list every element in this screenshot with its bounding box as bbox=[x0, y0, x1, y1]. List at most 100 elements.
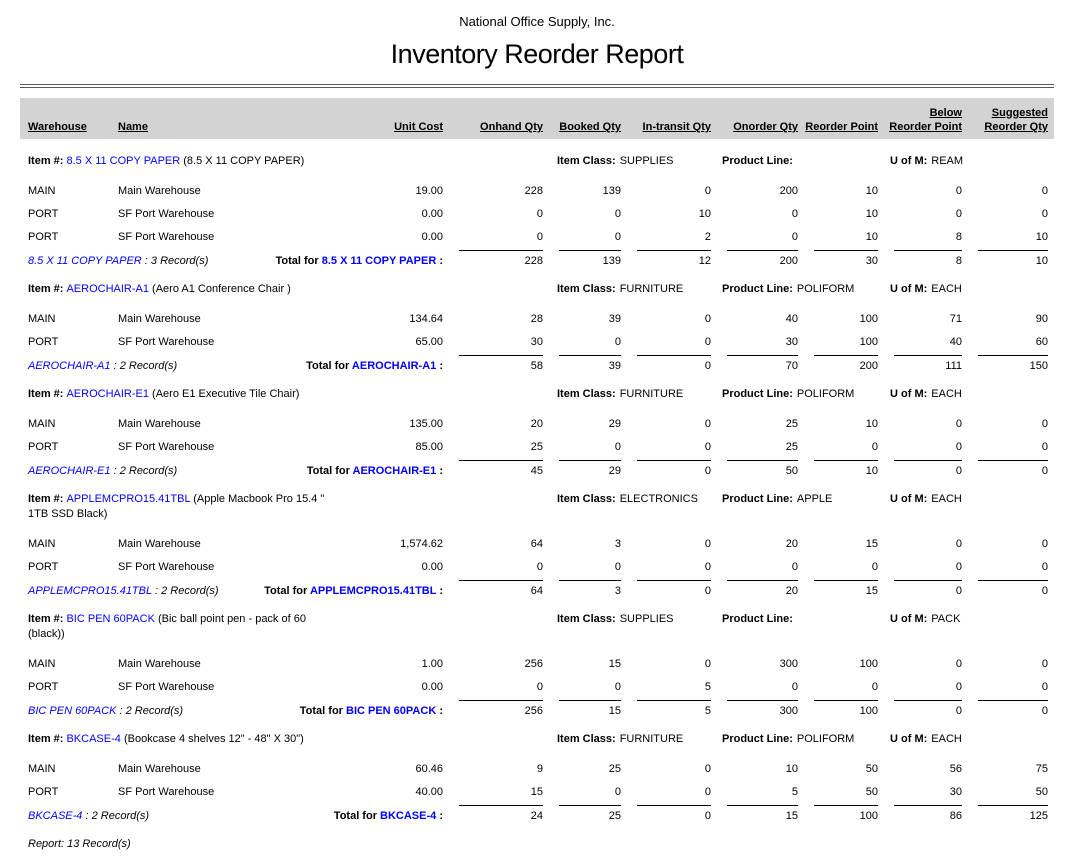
intransit-qty-cell: 0 bbox=[704, 418, 711, 430]
col-header-name: Name bbox=[118, 121, 148, 133]
item-code-link[interactable]: AEROCHAIR-A1 bbox=[351, 360, 437, 372]
total-onorder-cell: 20 bbox=[727, 580, 798, 597]
warehouse-cell: MAIN bbox=[28, 418, 56, 430]
product-line-label: Product Line: bbox=[722, 388, 793, 400]
item-code-link[interactable]: AEROCHAIR-A1 bbox=[28, 360, 111, 372]
item-description: (Aero A1 Conference Chair ) bbox=[149, 283, 291, 295]
product-line-field: Product Line: POLIFORM bbox=[722, 387, 890, 402]
total-suggested-cell: 0 bbox=[978, 700, 1048, 717]
item-group: Item #: APPLEMCPRO15.41TBL (Apple Macbook… bbox=[0, 492, 1074, 597]
group-total-labels: APPLEMCPRO15.41TBL : 2 Record(s) Total f… bbox=[28, 580, 443, 597]
product-line-value: POLIFORM bbox=[796, 733, 855, 745]
booked-qty-cell: 0 bbox=[614, 786, 621, 798]
suggested-reorder-cell: 0 bbox=[1041, 441, 1048, 453]
total-for-suffix: : bbox=[436, 465, 443, 477]
booked-qty-cell: 29 bbox=[608, 418, 621, 430]
item-code-link[interactable]: BKCASE-4 bbox=[28, 810, 83, 822]
uom-field: U of M: PACK bbox=[890, 612, 1054, 642]
total-for-label: Total for BIC PEN 60PACK : bbox=[300, 705, 443, 717]
unit-cost-cell: 134.64 bbox=[409, 313, 443, 325]
item-code-link[interactable]: BIC PEN 60PACK bbox=[346, 705, 437, 717]
item-group-header: Item #: AEROCHAIR-E1 (Aero E1 Executive T… bbox=[20, 387, 1054, 402]
onorder-qty-cell: 0 bbox=[791, 231, 798, 243]
total-onhand-cell: 228 bbox=[459, 250, 543, 267]
item-code-link[interactable]: BIC PEN 60PACK bbox=[66, 613, 155, 625]
total-booked-cell: 3 bbox=[559, 580, 621, 597]
warehouse-cell: PORT bbox=[28, 561, 59, 573]
item-class-field: Item Class: FURNITURE bbox=[557, 387, 722, 402]
item-code-link[interactable]: AEROCHAIR-E1 bbox=[352, 465, 437, 477]
onorder-qty-cell: 10 bbox=[785, 763, 798, 775]
total-intransit-cell: 5 bbox=[637, 700, 711, 717]
col-header-suggested-reorder-qty: Suggested Reorder Qty bbox=[962, 106, 1048, 134]
below-reorder-cell: 0 bbox=[955, 561, 962, 573]
item-class-value: SUPPLIES bbox=[619, 613, 674, 625]
group-total-labels: BKCASE-4 : 2 Record(s) Total for BKCASE-… bbox=[28, 805, 443, 822]
item-class-field: Item Class: SUPPLIES bbox=[557, 612, 722, 642]
item-class-value: FURNITURE bbox=[619, 733, 684, 745]
item-code-link[interactable]: AEROCHAIR-E1 bbox=[66, 388, 149, 400]
item-code-link[interactable]: AEROCHAIR-A1 bbox=[66, 283, 149, 295]
onhand-qty-cell: 0 bbox=[536, 208, 543, 220]
item-code-link[interactable]: APPLEMCPRO15.41TBL bbox=[66, 493, 191, 505]
table-row: PORT SF Port Warehouse 85.00 25 0 0 25 0… bbox=[20, 436, 1054, 459]
booked-qty-cell: 25 bbox=[608, 763, 621, 775]
reorder-point-cell: 50 bbox=[865, 763, 878, 775]
item-code-link[interactable]: APPLEMCPRO15.41TBL bbox=[28, 585, 152, 597]
intransit-qty-cell: 0 bbox=[704, 336, 711, 348]
table-row: PORT SF Port Warehouse 0.00 0 0 10 0 10 … bbox=[20, 203, 1054, 226]
record-count-label: BKCASE-4 : 2 Record(s) bbox=[28, 810, 149, 822]
item-code-link[interactable]: BIC PEN 60PACK bbox=[28, 705, 117, 717]
item-code-link[interactable]: 8.5 X 11 COPY PAPER bbox=[28, 255, 142, 267]
intransit-qty-cell: 0 bbox=[704, 561, 711, 573]
intransit-qty-cell: 0 bbox=[704, 763, 711, 775]
report-record-count: Report: 13 Record(s) bbox=[28, 838, 131, 850]
total-for-label: Total for AEROCHAIR-A1 : bbox=[306, 360, 443, 372]
group-total-labels: BIC PEN 60PACK : 2 Record(s) Total for B… bbox=[28, 700, 443, 717]
total-booked-cell: 15 bbox=[559, 700, 621, 717]
intransit-qty-cell: 0 bbox=[704, 441, 711, 453]
group-total-row: 8.5 X 11 COPY PAPER : 3 Record(s) Total … bbox=[20, 250, 1054, 267]
onorder-qty-cell: 40 bbox=[785, 313, 798, 325]
product-line-value: POLIFORM bbox=[796, 388, 855, 400]
reorder-point-cell: 10 bbox=[865, 208, 878, 220]
item-number-label: Item #: bbox=[28, 613, 64, 625]
uom-label: U of M: bbox=[890, 733, 928, 745]
total-for-prefix: Total for bbox=[275, 255, 322, 267]
uom-label: U of M: bbox=[890, 493, 928, 505]
total-below-reorder-cell: 0 bbox=[894, 700, 962, 717]
total-onorder-cell: 70 bbox=[727, 355, 798, 372]
record-count-text: : 2 Record(s) bbox=[151, 585, 219, 597]
onorder-qty-cell: 30 bbox=[785, 336, 798, 348]
reorder-point-cell: 100 bbox=[859, 658, 878, 670]
product-line-field: Product Line: POLIFORM bbox=[722, 732, 890, 747]
record-count-text: : 2 Record(s) bbox=[110, 360, 178, 372]
uom-field: U of M: EACH bbox=[890, 282, 1054, 297]
record-count-label: AEROCHAIR-A1 : 2 Record(s) bbox=[28, 360, 177, 372]
product-line-field: Product Line: bbox=[722, 154, 890, 169]
total-for-prefix: Total for bbox=[306, 360, 352, 372]
item-code-link[interactable]: AEROCHAIR-E1 bbox=[28, 465, 111, 477]
item-code-link[interactable]: BKCASE-4 bbox=[66, 733, 121, 745]
below-reorder-cell: 0 bbox=[955, 538, 962, 550]
col-header-onhand-qty: Onhand Qty bbox=[480, 121, 543, 133]
table-row: PORT SF Port Warehouse 0.00 0 0 5 0 0 0 … bbox=[20, 676, 1054, 699]
item-code-link[interactable]: APPLEMCPRO15.41TBL bbox=[309, 585, 437, 597]
record-count-label: 8.5 X 11 COPY PAPER : 3 Record(s) bbox=[28, 255, 208, 267]
item-code-link[interactable]: BKCASE-4 bbox=[380, 810, 437, 822]
total-intransit-cell: 0 bbox=[637, 355, 711, 372]
reorder-point-cell: 50 bbox=[865, 786, 878, 798]
warehouse-cell: PORT bbox=[28, 681, 59, 693]
item-number-label: Item #: bbox=[28, 155, 64, 167]
item-code-link[interactable]: 8.5 X 11 COPY PAPER bbox=[66, 155, 181, 167]
table-row: MAIN Main Warehouse 135.00 20 29 0 25 10… bbox=[20, 413, 1054, 436]
total-for-label: Total for BKCASE-4 : bbox=[334, 810, 443, 822]
onhand-qty-cell: 30 bbox=[530, 336, 543, 348]
item-code-link[interactable]: 8.5 X 11 COPY PAPER bbox=[321, 255, 437, 267]
table-row: PORT SF Port Warehouse 40.00 15 0 0 5 50… bbox=[20, 781, 1054, 804]
reorder-point-cell: 15 bbox=[865, 538, 878, 550]
warehouse-cell: MAIN bbox=[28, 313, 56, 325]
onhand-qty-cell: 25 bbox=[530, 441, 543, 453]
unit-cost-cell: 65.00 bbox=[415, 336, 443, 348]
onorder-qty-cell: 0 bbox=[791, 208, 798, 220]
